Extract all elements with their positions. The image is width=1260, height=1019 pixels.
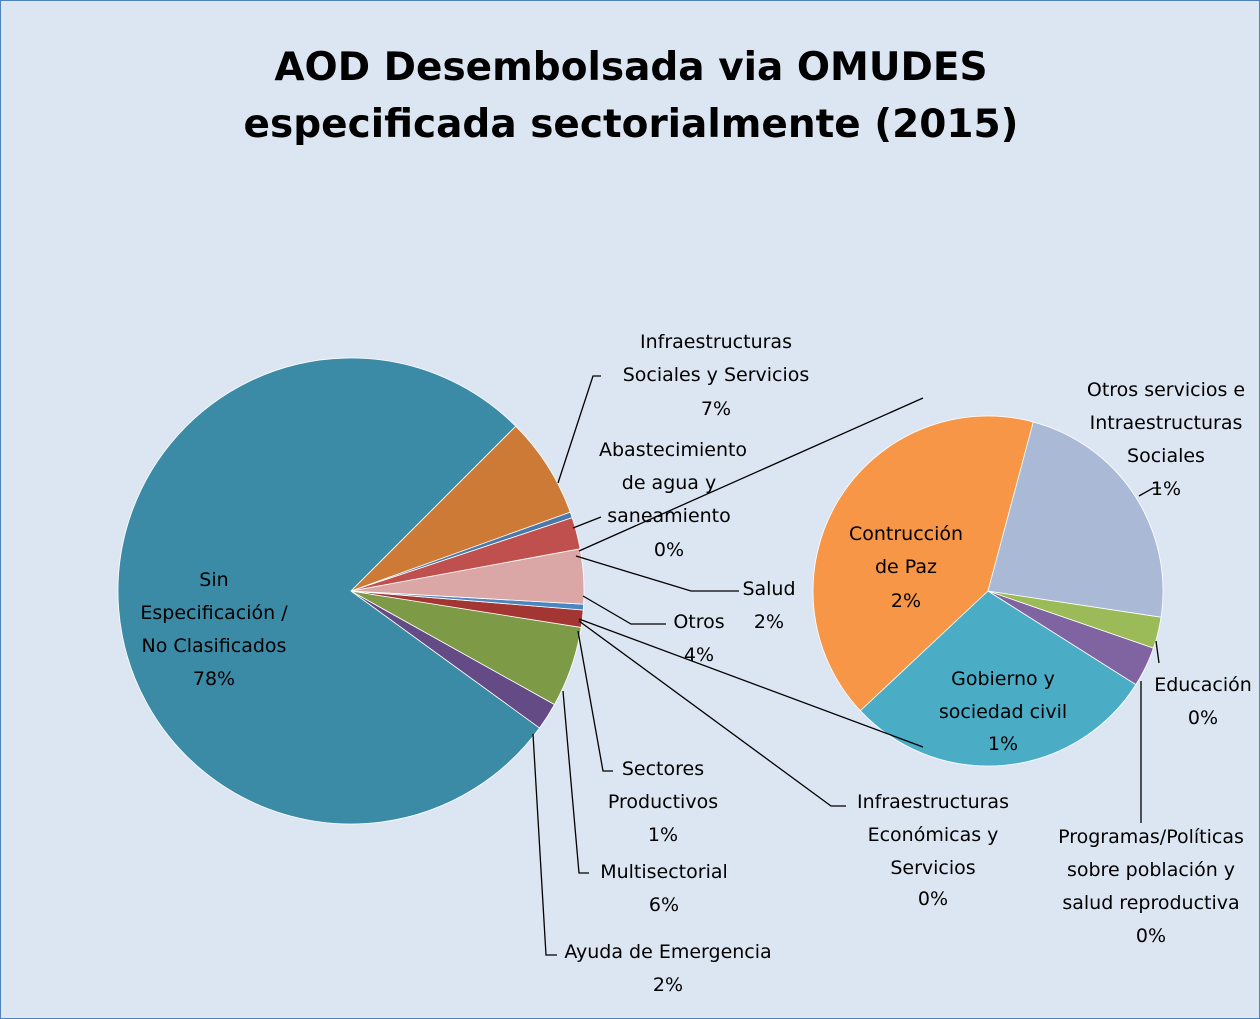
- slice-value-label: 0%: [917, 888, 949, 910]
- leader-line: [557, 375, 601, 484]
- slice-value-label: 4%: [683, 644, 715, 666]
- slice-label: Programas/Políticas sobre población y sa…: [1058, 826, 1244, 914]
- slice-value-label: 7%: [700, 398, 732, 420]
- slice-value-label: 78%: [192, 668, 236, 690]
- slice-label: Otros servicios e Intraestructuras Socia…: [1086, 379, 1246, 467]
- slice-value-label: 2%: [890, 590, 922, 612]
- slice-value-label: 1%: [647, 824, 679, 846]
- slice-value-label: 0%: [1187, 707, 1219, 729]
- leader-line: [1138, 487, 1161, 497]
- pie-slice: [859, 590, 1137, 767]
- slice-label: Multisectorial: [600, 861, 728, 883]
- slice-value-label: 0%: [653, 539, 685, 561]
- slice-label: Infraestructuras Económicas y Servicios: [857, 791, 1009, 879]
- slice-value-label: 2%: [753, 611, 785, 633]
- leader-line: [582, 595, 666, 625]
- slice-label: Salud: [742, 578, 796, 600]
- slice-label: Educación: [1154, 674, 1252, 696]
- slice-label: Otros: [673, 611, 725, 633]
- slice-value-label: 2%: [652, 974, 684, 996]
- chart-title: AOD Desembolsada via OMUDES especificada…: [243, 45, 1019, 147]
- connector-line: [578, 618, 924, 748]
- slice-label: Infraestructuras Sociales y Servicios: [622, 331, 810, 386]
- pie-slice: [812, 415, 1034, 712]
- slice-label: Gobierno y sociedad civil: [938, 668, 1068, 723]
- slice-value-label: 0%: [1135, 925, 1167, 947]
- pie-slice: [987, 421, 1164, 618]
- slice-label: Sin Especificación / No Clasificados: [140, 569, 288, 657]
- pie-slice: [350, 425, 571, 592]
- slice-value-label: 1%: [1150, 478, 1182, 500]
- slice-value-label: 6%: [648, 894, 680, 916]
- slice-label: Abastecimiento de agua y saneamiento: [599, 439, 748, 527]
- leader-line: [577, 630, 613, 772]
- connector-line: [578, 397, 924, 552]
- slice-label: Contrucción de Paz: [848, 523, 964, 578]
- leader-line: [578, 620, 846, 807]
- leader-line: [532, 733, 557, 956]
- pie-slice: [117, 357, 541, 825]
- leader-lines: [532, 375, 1161, 956]
- slice-label: Ayuda de Emergencia: [564, 941, 772, 963]
- leader-line: [572, 516, 602, 529]
- leader-line: [1155, 640, 1160, 664]
- leader-line: [575, 555, 739, 592]
- slice-value-label: 1%: [987, 733, 1019, 755]
- leader-line: [562, 690, 589, 874]
- slice-label: Sectores Productivos: [607, 758, 719, 813]
